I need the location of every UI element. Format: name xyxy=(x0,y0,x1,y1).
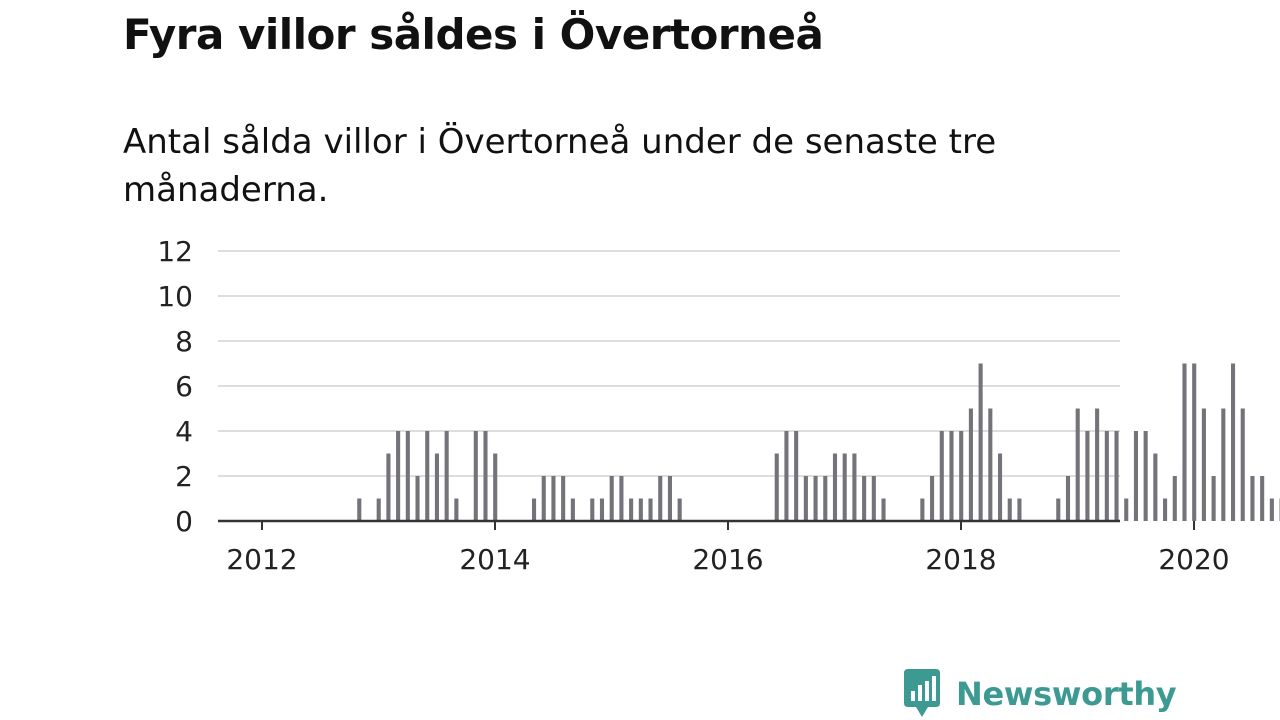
bar xyxy=(531,498,537,521)
bar xyxy=(425,431,430,521)
axes xyxy=(218,519,1195,530)
bar xyxy=(541,476,546,521)
bar xyxy=(376,498,381,521)
bar xyxy=(590,498,595,521)
chart-subtitle: Antal sålda villor i Övertorneå under de… xyxy=(123,122,997,210)
bar xyxy=(1133,431,1138,521)
bar xyxy=(1201,408,1206,521)
bar xyxy=(784,431,789,521)
bar xyxy=(648,498,653,521)
bar xyxy=(357,498,362,521)
bar xyxy=(1221,408,1226,521)
y-tick-label: 2 xyxy=(175,460,193,493)
y-tick-label: 10 xyxy=(157,280,193,313)
y-tick-label: 0 xyxy=(175,505,193,538)
bar xyxy=(978,363,983,521)
x-tick-label: 2016 xyxy=(692,543,763,576)
y-tick-label: 12 xyxy=(157,235,193,268)
bar xyxy=(930,476,935,521)
chart-title: Fyra villor såldes i Övertorneå xyxy=(123,10,824,59)
labels: 0246810122012201420162018202020222024202… xyxy=(157,235,1229,576)
x-tick-label: 2012 xyxy=(226,543,297,576)
bar xyxy=(1085,431,1090,521)
bar xyxy=(444,431,449,521)
bar xyxy=(920,498,925,521)
bar xyxy=(1182,363,1187,521)
gridlines xyxy=(218,250,1120,477)
bar xyxy=(454,498,459,521)
bar xyxy=(774,453,779,521)
bar xyxy=(842,453,847,521)
bar xyxy=(1007,498,1012,521)
bar xyxy=(1143,431,1148,521)
bar xyxy=(1056,498,1061,521)
bar xyxy=(949,431,954,521)
x-tick-label: 2020 xyxy=(1158,543,1229,576)
bar xyxy=(1211,476,1216,521)
bar xyxy=(1250,476,1255,521)
bar xyxy=(609,476,614,521)
bar xyxy=(1163,498,1168,521)
y-tick-label: 4 xyxy=(175,415,193,448)
bar xyxy=(667,476,672,521)
bar xyxy=(638,498,643,521)
chart-bubble-icon xyxy=(904,669,940,717)
y-tick-label: 6 xyxy=(175,370,193,403)
bar xyxy=(570,498,575,521)
y-tick-label: 8 xyxy=(175,325,193,358)
bar xyxy=(803,476,808,521)
bar xyxy=(1153,453,1158,521)
bar xyxy=(629,498,634,521)
bar xyxy=(862,476,867,521)
bar xyxy=(405,431,410,521)
bar xyxy=(551,476,556,521)
bar xyxy=(1260,476,1265,521)
bar xyxy=(1172,476,1177,521)
bar xyxy=(1017,498,1022,521)
bar xyxy=(939,431,944,521)
newsworthy-logo: Newsworthy xyxy=(902,668,1177,720)
bar xyxy=(1065,476,1071,521)
bar xyxy=(832,453,838,521)
bar xyxy=(483,431,488,521)
bar xyxy=(599,498,605,521)
bar xyxy=(1192,363,1197,521)
bar xyxy=(794,431,799,521)
bar xyxy=(396,431,401,521)
bar xyxy=(473,431,478,521)
bar xyxy=(434,453,439,521)
bars xyxy=(357,363,1280,521)
bar xyxy=(619,476,624,521)
bar xyxy=(988,408,993,521)
bar xyxy=(881,498,886,521)
bar xyxy=(852,453,857,521)
bar xyxy=(658,476,663,521)
bar xyxy=(493,453,498,521)
bar xyxy=(1269,498,1274,521)
bar xyxy=(1240,408,1245,521)
bar xyxy=(871,476,876,521)
bar xyxy=(959,431,964,521)
bar xyxy=(1114,431,1119,521)
bar xyxy=(1095,408,1100,521)
bar xyxy=(997,453,1003,521)
x-tick-label: 2018 xyxy=(925,543,996,576)
bar xyxy=(415,476,420,521)
x-tick-label: 2014 xyxy=(459,543,530,576)
bar xyxy=(386,453,391,521)
bar xyxy=(1104,431,1109,521)
bar xyxy=(1075,408,1080,521)
bar xyxy=(823,476,828,521)
bar xyxy=(1230,363,1236,521)
bar xyxy=(968,408,973,521)
bar xyxy=(813,476,818,521)
brand-name: Newsworthy xyxy=(956,675,1177,713)
bar xyxy=(1124,498,1129,521)
bar xyxy=(561,476,566,521)
bar xyxy=(677,498,682,521)
